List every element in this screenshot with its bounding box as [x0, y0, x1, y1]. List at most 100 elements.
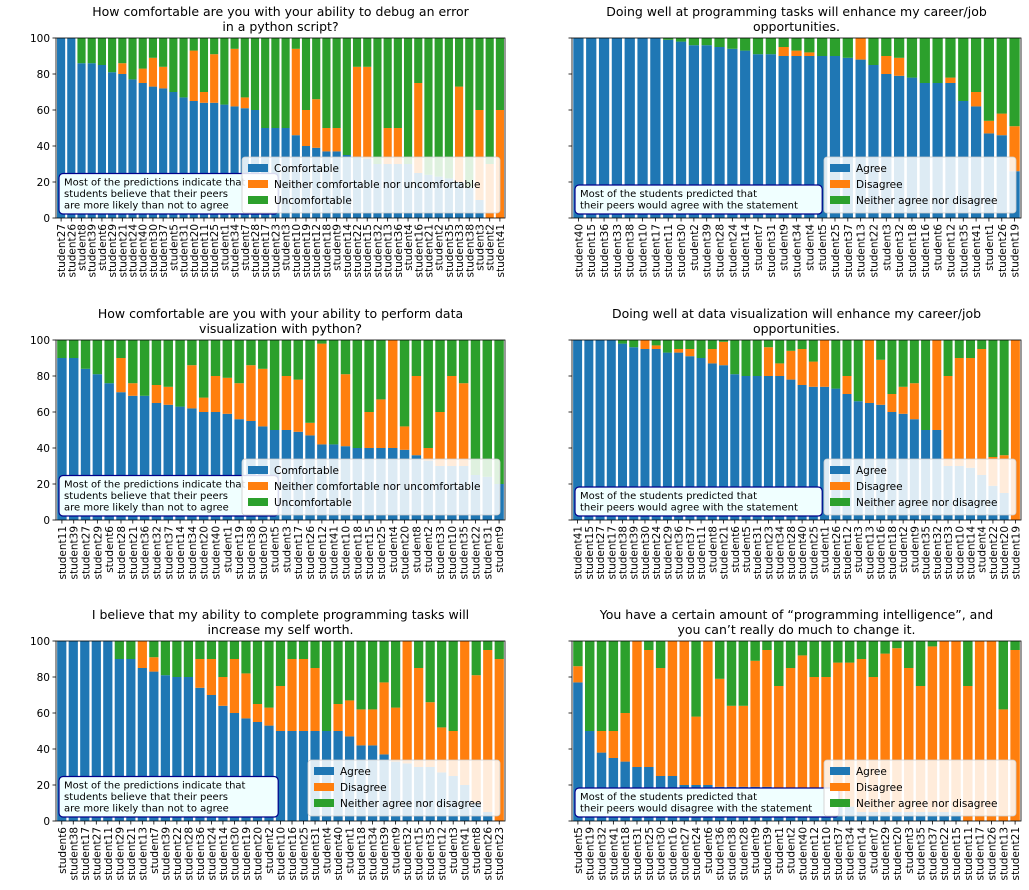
bar-neither-agree-nor-disagree [483, 641, 493, 650]
bar-disagree [703, 641, 713, 785]
bar-agree [91, 641, 101, 821]
chart-1: How comfortable are you with your abilit… [30, 4, 507, 278]
x-tick-label: student12 [809, 827, 821, 881]
bar-agree [842, 57, 853, 218]
bar-disagree [842, 376, 852, 394]
bar-disagree [391, 707, 401, 762]
x-tick-label: student22 [172, 827, 184, 881]
y-tick-label: 80 [37, 672, 50, 684]
bar-disagree [425, 702, 435, 767]
bar-uncomfortable [403, 38, 413, 164]
legend-label: Neither agree nor disagree [856, 195, 997, 207]
bar-disagree [726, 705, 737, 787]
legend-swatch [830, 164, 850, 172]
x-tick-label: student3 [281, 526, 293, 573]
bar-disagree [974, 641, 985, 821]
chart-title: increase my self worth. [207, 622, 353, 637]
bar-neither-agree-nor-disagree [958, 38, 969, 101]
x-tick-label: student15 [362, 224, 374, 278]
x-tick-label: student10 [340, 526, 352, 580]
bar-neither-agree-nor-disagree [762, 641, 772, 650]
bar-disagree [494, 659, 504, 821]
x-tick-label: student10 [291, 224, 303, 278]
bar-agree [68, 641, 78, 821]
bar-neither-agree-nor-disagree [264, 641, 274, 708]
bar-uncomfortable [210, 38, 219, 55]
x-tick-label: student2 [264, 827, 276, 874]
bar-agree [114, 659, 124, 821]
x-tick-label: student28 [738, 827, 750, 881]
x-tick-label: student32 [894, 224, 906, 278]
x-tick-label: student1 [345, 827, 357, 874]
bar-disagree [855, 38, 866, 60]
x-tick-label: student40 [797, 827, 809, 881]
bar-agree [637, 38, 648, 218]
bar-neither-agree-nor-disagree [573, 641, 583, 667]
bar-comfortable [222, 413, 233, 520]
x-tick-label: student24 [206, 827, 218, 881]
bar-neither-comfortable-nor-uncomfortable [332, 128, 341, 152]
bar-agree [611, 38, 623, 218]
x-tick-label: student14 [218, 827, 230, 881]
x-tick-label: student26 [66, 224, 78, 278]
bar-neither-agree-nor-disagree [842, 38, 853, 58]
bar-neither-comfortable-nor-uncomfortable [128, 383, 138, 396]
bar-disagree [685, 349, 695, 357]
y-tick-label: 20 [37, 479, 50, 491]
x-tick-label: student17 [80, 827, 92, 881]
bar-comfortable [198, 412, 209, 520]
x-tick-label: student31 [179, 224, 191, 278]
legend-label: Agree [856, 766, 887, 778]
bar-disagree [775, 363, 785, 376]
annotation-text: Most of the students predicted that [580, 189, 757, 200]
bar-uncomfortable [317, 340, 327, 344]
x-tick-label: student21 [128, 526, 140, 580]
x-tick-label: student14 [965, 526, 977, 580]
bar-neither-agree-nor-disagree [494, 641, 504, 659]
annotation-box [58, 775, 279, 818]
y-tick-label: 20 [37, 780, 50, 792]
bar-neither-comfortable-nor-uncomfortable [230, 48, 239, 107]
bar-neither-agree-nor-disagree [618, 340, 627, 344]
bar-disagree [640, 340, 650, 349]
bar-neither-comfortable-nor-uncomfortable [222, 377, 233, 414]
bar-neither-comfortable-nor-uncomfortable [364, 412, 374, 448]
bar-agree [808, 386, 818, 520]
bar-agree [80, 641, 90, 821]
bar-neither-comfortable-nor-uncomfortable [455, 86, 464, 182]
annotation-text: Most of the students predicted that [580, 491, 757, 502]
bar-agree [894, 75, 905, 218]
x-tick-label: student9 [332, 224, 344, 271]
x-tick-label: student28 [786, 526, 798, 580]
bar-neither-agree-nor-disagree [831, 340, 841, 389]
bar-neither-agree-nor-disagree [868, 641, 879, 677]
y-tick-label: 40 [37, 744, 50, 756]
bar-uncomfortable [148, 38, 158, 58]
chart-2: Doing well at programming tasks will enh… [568, 4, 1022, 278]
x-tick-label: student35 [444, 224, 456, 278]
x-tick-label: student39 [69, 526, 81, 580]
bar-neither-agree-nor-disagree [808, 340, 818, 362]
bar-agree [585, 731, 595, 821]
bar-neither-agree-nor-disagree [894, 38, 905, 58]
x-tick-label: student24 [727, 224, 739, 278]
chart-6: You have a certain amount of “programmin… [568, 607, 1022, 881]
x-tick-label: student11 [696, 526, 708, 580]
bar-neither-agree-nor-disagree [752, 340, 762, 376]
bar-disagree [868, 677, 879, 812]
x-tick-label: student30 [640, 526, 652, 580]
x-tick-label: student17 [606, 526, 618, 580]
bar-disagree [945, 77, 956, 83]
bar-neither-agree-nor-disagree [471, 641, 481, 676]
legend-swatch [248, 180, 268, 188]
x-tick-label: student35 [958, 224, 970, 278]
x-tick-label: student37 [843, 224, 855, 278]
bar-neither-comfortable-nor-uncomfortable [340, 374, 351, 447]
chart-title: I believe that my ability to complete pr… [92, 607, 469, 622]
bar-comfortable [57, 358, 67, 520]
bar-agree [483, 812, 493, 821]
x-tick-label: student37 [927, 827, 939, 881]
bar-agree [880, 812, 890, 821]
bar-neither-agree-nor-disagree [727, 38, 738, 49]
chart-title: visualization with python? [199, 321, 362, 336]
